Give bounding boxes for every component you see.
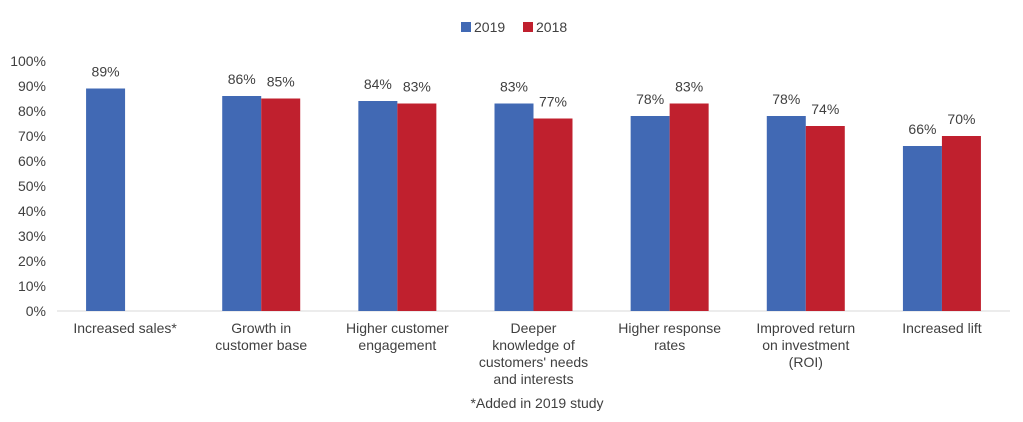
bar-2019	[494, 103, 534, 311]
data-label-2019: 83%	[500, 79, 528, 95]
data-label-2018: 83%	[403, 79, 431, 95]
bar-2019	[222, 96, 262, 311]
legend: 2019 2018	[461, 19, 567, 35]
bars	[86, 88, 981, 311]
data-label-2019: 66%	[908, 121, 936, 137]
data-label-2019: 86%	[228, 71, 256, 87]
y-tick-label: 60%	[18, 153, 46, 169]
legend-label-2018: 2018	[536, 19, 567, 35]
x-category-label: Deeper knowledge of customers' needs and in…	[479, 320, 588, 387]
footnote: *Added in 2019 study	[470, 395, 603, 411]
y-axis: 0% 10% 20% 30% 40% 50% 60% 70% 80% 90% 100%	[10, 53, 46, 319]
y-tick-label: 0%	[26, 303, 46, 319]
y-tick-label: 80%	[18, 103, 46, 119]
y-tick-label: 40%	[18, 203, 46, 219]
bar-2018	[941, 136, 981, 311]
bar-2019	[86, 88, 126, 311]
bar-2018	[533, 118, 573, 311]
y-tick-label: 70%	[18, 128, 46, 144]
y-tick-label: 100%	[10, 53, 46, 69]
x-category-label: Higher response rates	[618, 320, 721, 353]
bar-2019	[630, 116, 670, 311]
x-category-label: Higher customer engagement	[346, 320, 449, 353]
x-category-label: Improved return on investment (ROI)	[756, 320, 855, 370]
data-label-2018: 85%	[267, 74, 295, 90]
bar-2018	[805, 126, 845, 311]
legend-label-2019: 2019	[474, 19, 505, 35]
x-axis: Increased sales* Growth in customer base Hi…	[73, 320, 981, 387]
bar-2018	[261, 98, 301, 311]
bar-2018	[669, 103, 709, 311]
x-category-label: Growth in customer base	[215, 320, 307, 353]
y-tick-label: 10%	[18, 278, 46, 294]
legend-swatch-2019	[461, 22, 471, 32]
legend-swatch-2018	[523, 22, 533, 32]
bar-2019	[766, 116, 806, 311]
bar-2019	[358, 101, 398, 311]
bar-2019	[902, 146, 942, 311]
x-category-label: Increased sales*	[73, 320, 177, 336]
data-label-2019: 78%	[772, 91, 800, 107]
y-tick-label: 20%	[18, 253, 46, 269]
data-label-2018: 77%	[539, 94, 567, 110]
bar-2018	[397, 103, 437, 311]
data-label-2019: 89%	[92, 64, 120, 80]
data-label-2019: 78%	[636, 91, 664, 107]
x-category-label: Increased lift	[902, 320, 981, 336]
data-labels: 89% 86% 85% 84% 83% 83% 77% 78% 83% 78% 74% 66% 70%	[92, 64, 976, 138]
data-label-2019: 84%	[364, 76, 392, 92]
data-label-2018: 74%	[811, 101, 839, 117]
data-label-2018: 83%	[675, 79, 703, 95]
data-label-2018: 70%	[947, 111, 975, 127]
y-tick-label: 50%	[18, 178, 46, 194]
y-tick-label: 30%	[18, 228, 46, 244]
y-tick-label: 90%	[18, 78, 46, 94]
